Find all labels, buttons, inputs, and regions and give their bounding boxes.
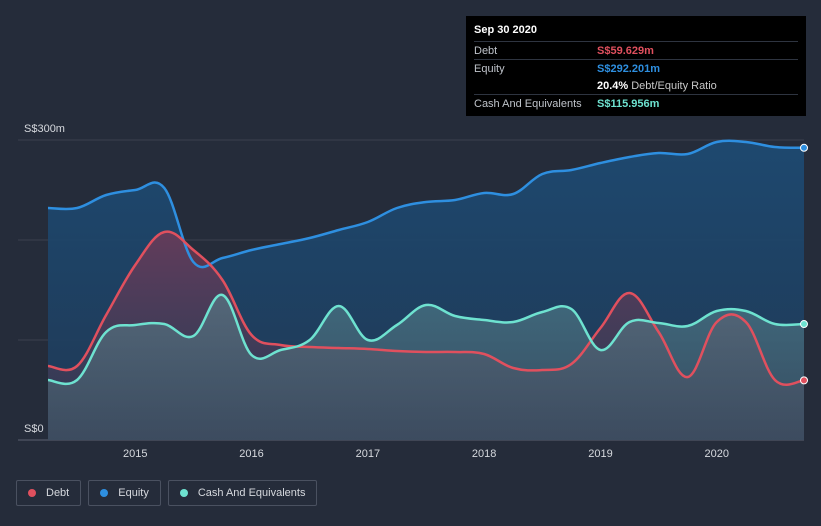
legend-label: Equity [118, 487, 149, 499]
end-markers [800, 143, 808, 385]
equity-dot-icon [100, 489, 109, 497]
x-tick-label: 2015 [123, 448, 147, 460]
tooltip-label: Equity [474, 62, 505, 75]
tooltip-row-ratio: 20.4% Debt/Equity Ratio [474, 77, 798, 94]
tooltip-row-cash: Cash And Equivalents S$115.956m [474, 94, 798, 112]
tooltip-value: S$115.956m [597, 97, 660, 110]
legend-item-debt[interactable]: Debt [16, 480, 82, 506]
x-tick-label: 2020 [705, 448, 729, 460]
y-axis-max-label: S$300m [24, 123, 65, 135]
x-axis-ticks: 2015 2016 2017 2018 2019 2020 [123, 448, 729, 460]
tooltip-row-debt: Debt S$59.629m [474, 41, 798, 59]
tooltip-label: Cash And Equivalents [474, 97, 582, 110]
equity-line [47, 139, 805, 269]
legend-label: Cash And Equivalents [197, 487, 306, 499]
series-areas [48, 140, 804, 440]
x-tick-label: 2016 [239, 448, 263, 460]
tooltip-label: Debt [474, 44, 498, 57]
cash-and-equivalents-end-marker [800, 320, 808, 329]
x-tick-label: 2019 [588, 448, 612, 460]
series-lines [47, 139, 805, 386]
cash-dot-icon [179, 489, 188, 497]
tooltip-row-equity: Equity S$292.201m [474, 59, 798, 77]
tooltip-value: 20.4% [597, 79, 629, 92]
cash-and-equivalents-line [47, 293, 805, 386]
legend: Debt Equity Cash And Equivalents [16, 480, 320, 506]
tooltip-date: Sep 30 2020 [474, 24, 537, 36]
tooltip-value: S$59.629m [597, 44, 654, 57]
debt-line [47, 230, 805, 386]
y-axis-min-label: S$0 [24, 423, 44, 435]
x-tick-label: 2017 [356, 448, 380, 460]
tooltip-value: S$292.201m [597, 62, 660, 75]
tooltip-ratio-label: Debt/Equity Ratio [631, 79, 717, 92]
legend-item-cash[interactable]: Cash And Equivalents [167, 480, 318, 506]
legend-label: Debt [46, 487, 70, 499]
equity-end-marker [800, 143, 808, 152]
debt-end-marker [800, 376, 808, 385]
x-tick-label: 2018 [472, 448, 496, 460]
cash-and-equivalents-area [48, 294, 804, 440]
legend-item-equity[interactable]: Equity [88, 480, 161, 506]
tooltip-panel: Sep 30 2020 Debt S$59.629m Equity S$292.… [466, 16, 806, 116]
debt-dot-icon [28, 489, 36, 497]
